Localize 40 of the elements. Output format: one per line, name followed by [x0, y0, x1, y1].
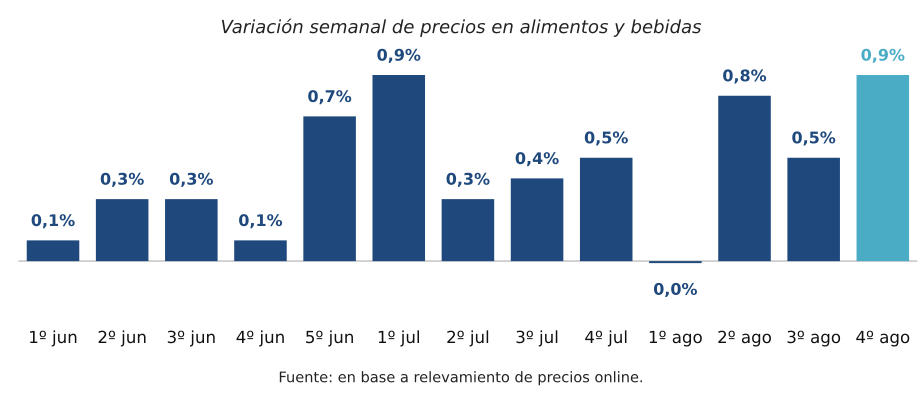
data-label: 0,9% [861, 48, 904, 63]
bar [856, 75, 910, 262]
data-label: 0,7% [308, 90, 352, 104]
chart-title: Variación semanal de precios en alimentos y bebidas [222, 18, 702, 37]
x-tick-label: 5º jun [306, 330, 353, 346]
bar [510, 178, 564, 262]
x-tick-label: 4º jun [236, 330, 284, 346]
bar [234, 240, 287, 262]
data-label: 0,4% [516, 152, 559, 166]
x-tick-label: 3º ago [788, 330, 840, 346]
data-label: 0,3% [446, 172, 490, 187]
data-label: 0,8% [723, 69, 766, 84]
x-tick-label: 3º jun [168, 330, 215, 346]
x-tick-label: 2º jul [447, 330, 488, 346]
bar [442, 199, 494, 262]
x-tick-label: 2º jun [98, 330, 146, 346]
data-label: 0,3% [170, 172, 213, 187]
x-tick-label: 1º jul [378, 330, 419, 346]
data-label: 0,0% [654, 282, 698, 297]
x-tick-label: 2º ago [718, 330, 771, 346]
x-tick-label: 4º jul [585, 330, 626, 346]
bar [96, 199, 148, 262]
data-label: 0,5% [792, 131, 836, 146]
data-label: 0,3% [100, 172, 144, 187]
x-tick-label: 4º ago [856, 330, 910, 346]
x-tick-label: 1º jun [30, 330, 76, 346]
x-tick-label: 3º jul [516, 330, 558, 346]
bar [372, 75, 426, 262]
data-label: 0,9% [377, 48, 420, 63]
source-note: Fuente: en base a relevamiento de precios online. [280, 371, 642, 386]
bar [26, 240, 80, 262]
bar [718, 96, 771, 262]
data-label: 0,5% [584, 131, 628, 146]
data-label: 0,1% [32, 214, 75, 228]
bar [580, 158, 632, 262]
data-label: 0,1% [239, 214, 282, 228]
bar [165, 199, 218, 262]
bar [303, 116, 356, 262]
x-tick-label: 1º ago [650, 330, 702, 346]
bar [787, 158, 840, 262]
